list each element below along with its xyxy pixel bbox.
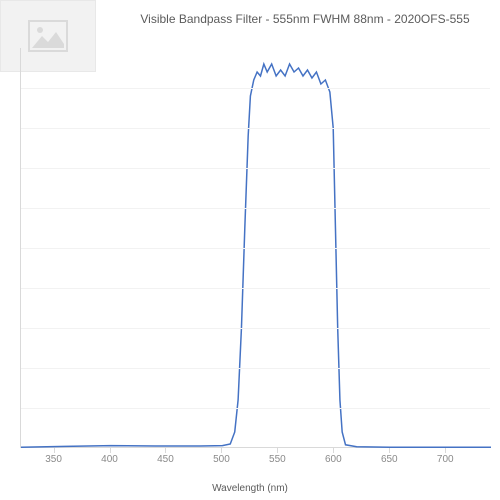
gridline (21, 208, 490, 209)
x-axis-label: Wavelength (nm) (0, 483, 500, 494)
x-tick-label: 400 (101, 454, 118, 465)
x-tick-label: 700 (437, 454, 454, 465)
x-tick-label: 650 (381, 454, 398, 465)
gridline (21, 128, 490, 129)
gridline (21, 248, 490, 249)
x-tick (445, 448, 446, 453)
x-tick-label: 350 (45, 454, 62, 465)
x-tick (277, 448, 278, 453)
x-tick (389, 448, 390, 453)
gridline (21, 288, 490, 289)
x-tick-label: 450 (157, 454, 174, 465)
x-tick-label: 500 (213, 454, 230, 465)
gridline (21, 328, 490, 329)
chart-plot-area (20, 48, 490, 448)
gridline (21, 408, 490, 409)
gridline (21, 88, 490, 89)
chart-title: Visible Bandpass Filter - 555nm FWHM 88n… (120, 12, 490, 26)
x-tick-label: 600 (325, 454, 342, 465)
x-tick (333, 448, 334, 453)
x-tick (110, 448, 111, 453)
x-tick (54, 448, 55, 453)
x-ticks: 350 400 450 500 550 600 650 700 (20, 448, 490, 468)
x-tick (165, 448, 166, 453)
gridline (21, 368, 490, 369)
x-tick-label: 550 (269, 454, 286, 465)
gridline (21, 168, 490, 169)
x-tick (221, 448, 222, 453)
